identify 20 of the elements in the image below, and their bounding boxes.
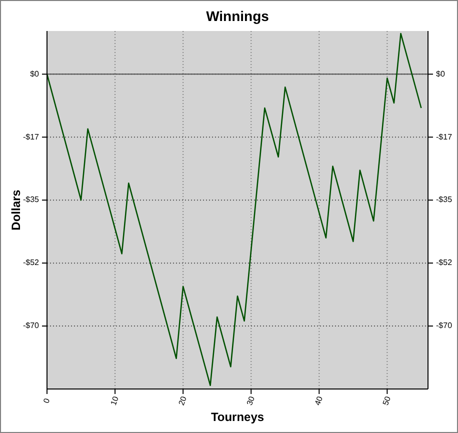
x-tick-label: 30 xyxy=(244,394,257,407)
x-axis-title: Tourneys xyxy=(210,410,264,424)
x-tick-label: 20 xyxy=(176,394,189,407)
x-tick-label: 0 xyxy=(42,396,52,404)
x-tick-label: 50 xyxy=(381,394,393,407)
y-axis-title: Dollars xyxy=(9,189,23,230)
y2-tick-label: $0 xyxy=(436,69,446,78)
x-tick-label: 10 xyxy=(108,394,121,407)
y2-tick-label: -$52 xyxy=(436,258,453,268)
line-series xyxy=(46,32,422,386)
chart-title: Winnings xyxy=(206,8,270,24)
y2-tick-label: -$70 xyxy=(436,321,453,330)
y-tick-label: -$70 xyxy=(22,321,40,330)
y2-tick-label: -$17 xyxy=(436,132,453,142)
y-tick-label: -$52 xyxy=(22,258,40,268)
y-tick-label: -$35 xyxy=(22,195,40,204)
y-tick-label: -$17 xyxy=(22,132,40,142)
y-tick-label: $0 xyxy=(30,69,40,78)
x-tick-label: 40 xyxy=(313,394,325,407)
y2-tick-label: -$35 xyxy=(436,195,453,204)
